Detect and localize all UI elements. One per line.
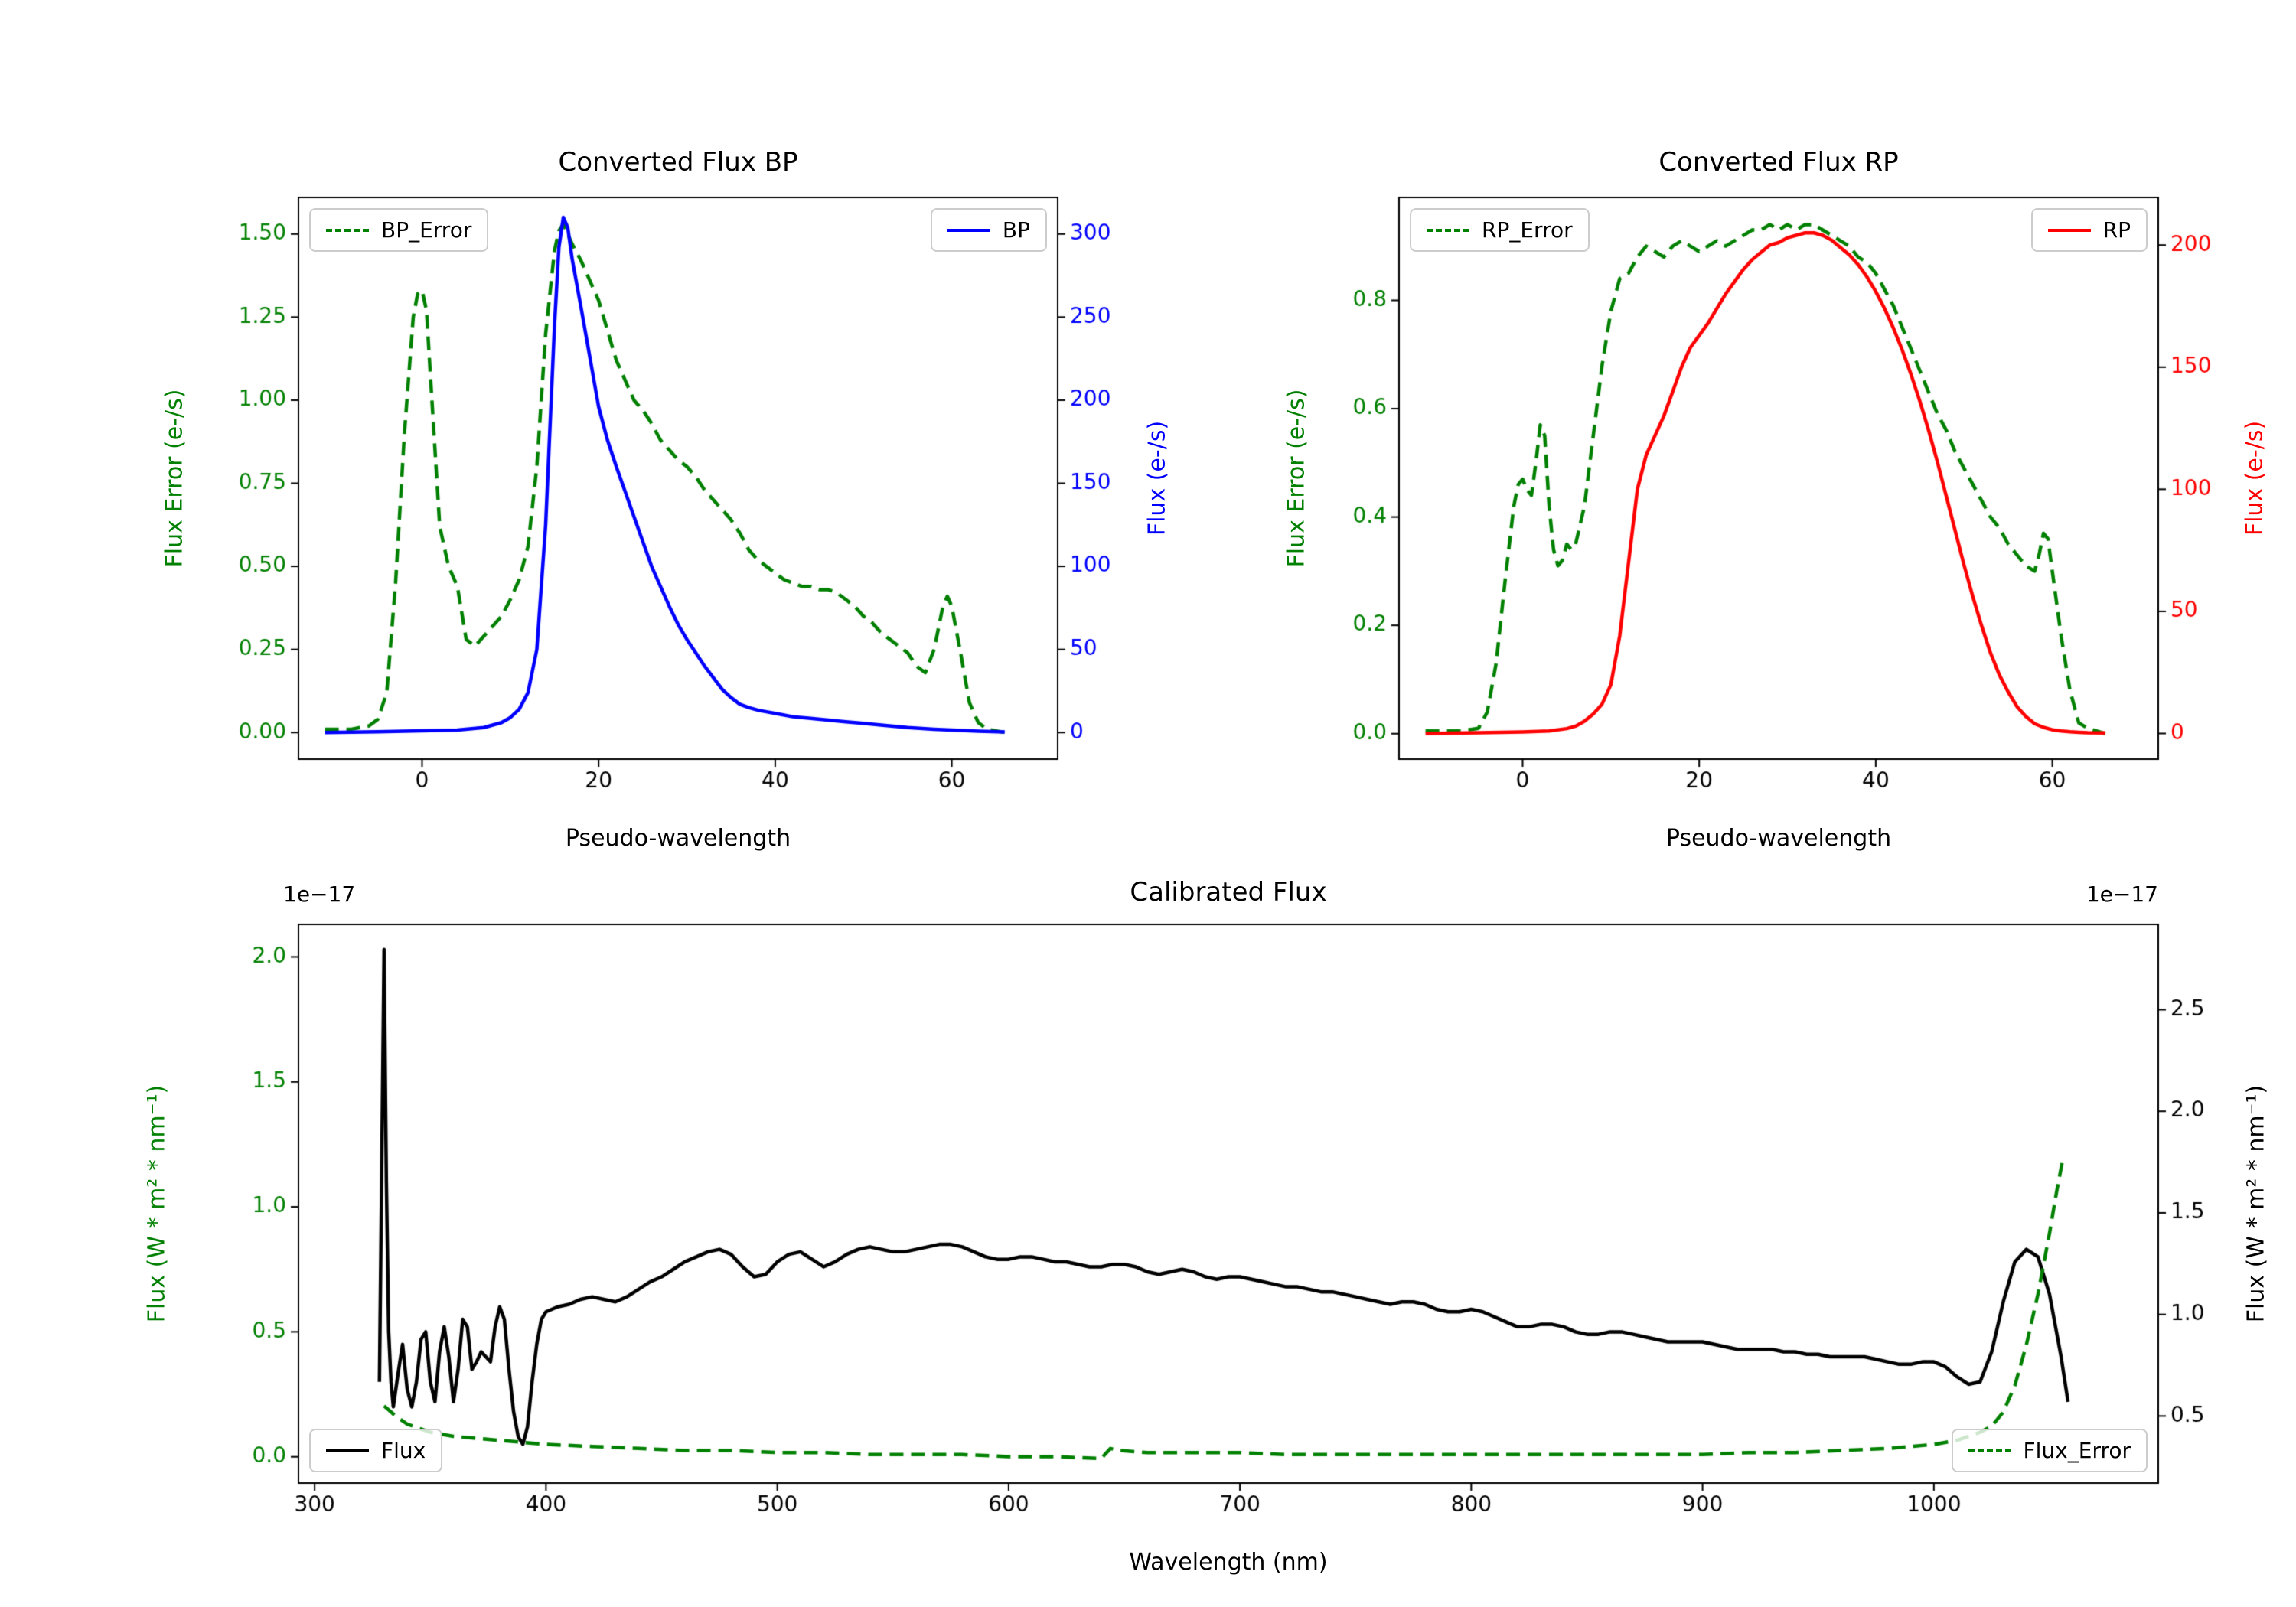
legend-bp: BP: [930, 208, 1047, 252]
legend-label: BP_Error: [381, 217, 472, 243]
legend-rp-error: RP_Error: [1410, 208, 1590, 252]
legend-label: BP: [1002, 217, 1030, 243]
legend-label: RP_Error: [1482, 217, 1573, 243]
ylabel-rp-flux: Flux (e-/s): [2241, 420, 2268, 536]
legend-bp-error: BP_Error: [309, 208, 489, 252]
xlabel-bp: Pseudo-wavelength: [565, 825, 791, 852]
ylabel-bp-error: Flux Error (e-/s): [161, 389, 188, 568]
ylabel-rp-error: Flux Error (e-/s): [1283, 389, 1310, 568]
ylabel-calibrated-flux-left: Flux (W * m² * nm⁻¹): [143, 1084, 171, 1323]
legend-line-sample: [2047, 228, 2091, 232]
legend-line-sample: [1427, 228, 1469, 232]
chart-title-rp: Converted Flux RP: [1658, 147, 1899, 178]
ylabel-calibrated-flux-right: Flux (W * m² * nm⁻¹): [2242, 1084, 2270, 1323]
chart-title-calibrated: Calibrated Flux: [1130, 877, 1327, 908]
legend-flux: Flux: [309, 1429, 443, 1472]
legend-line-sample: [947, 228, 990, 232]
legend-rp: RP: [2030, 208, 2148, 252]
chart-title-bp: Converted Flux BP: [558, 147, 798, 178]
legend-label: RP: [2102, 217, 2131, 243]
xlabel-rp: Pseudo-wavelength: [1665, 825, 1892, 852]
legend-label: Flux_Error: [2023, 1438, 2131, 1463]
ylabel-bp-flux: Flux (e-/s): [1143, 420, 1171, 536]
legend-label: Flux: [381, 1438, 426, 1463]
legend-line-sample: [326, 228, 369, 232]
legend-line-sample: [326, 1449, 369, 1452]
legend-line-sample: [1968, 1449, 2011, 1452]
offset-text-right: 1e−17: [2086, 882, 2158, 907]
legend-flux-error: Flux_Error: [1951, 1429, 2148, 1472]
xlabel-calibrated: Wavelength (nm): [1129, 1549, 1328, 1576]
offset-text-left: 1e−17: [283, 882, 356, 907]
